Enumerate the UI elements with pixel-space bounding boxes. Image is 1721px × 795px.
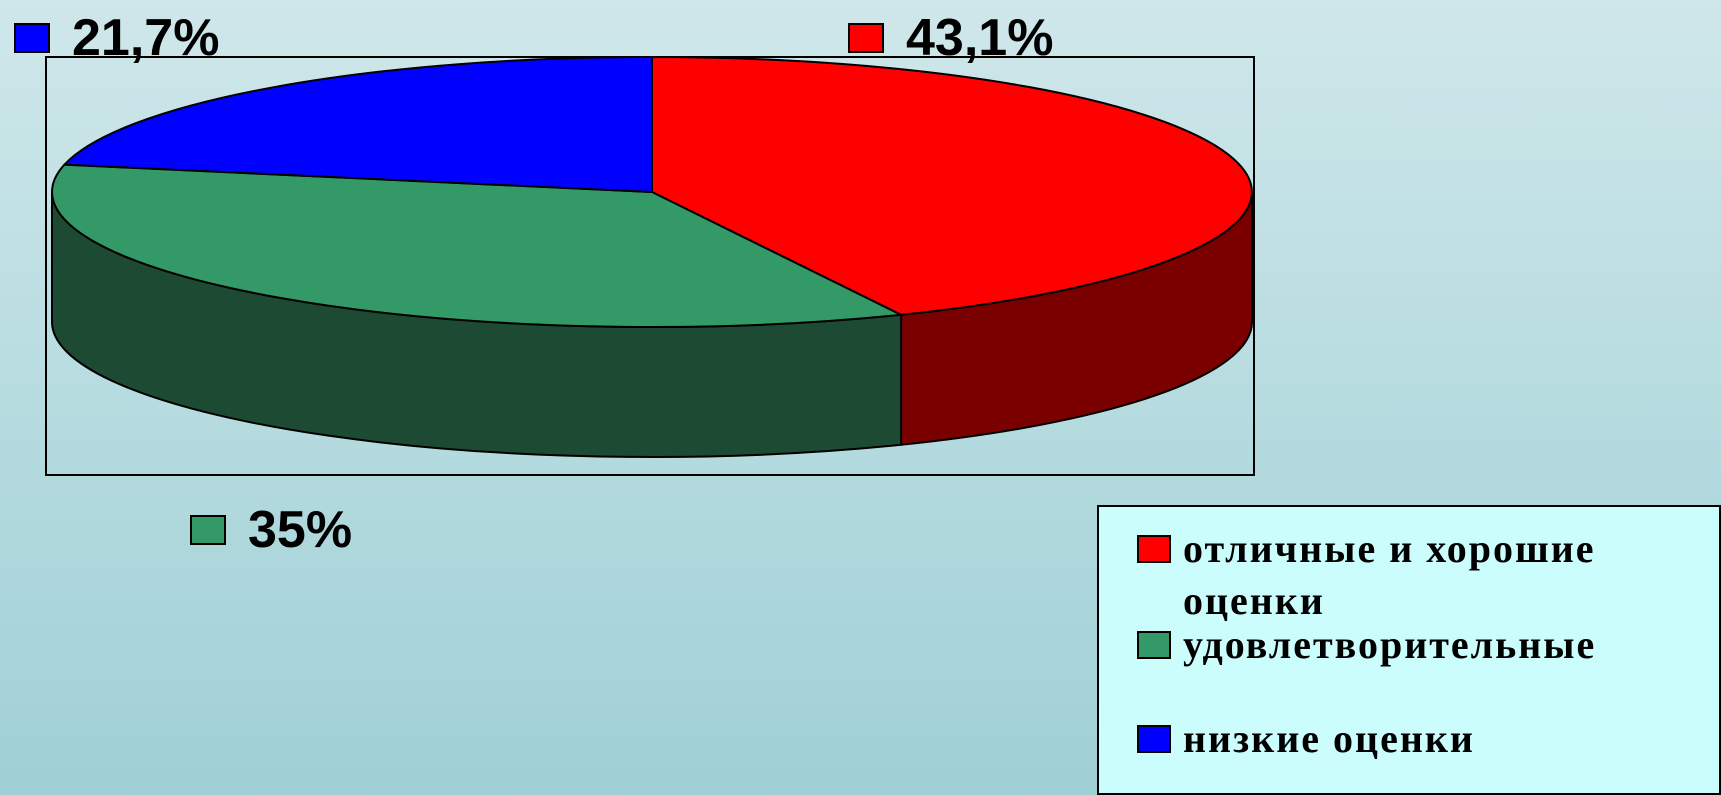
data-label-satisfactory: 35%	[190, 504, 352, 556]
pie-slice-good	[651, 55, 1253, 316]
data-label-good: 43,1%	[848, 12, 1053, 64]
data-label-good-swatch	[848, 23, 884, 53]
data-label-low: 21,7%	[14, 12, 219, 64]
data-label-satisfactory-value: 35%	[248, 501, 353, 559]
pie-slice-satisfactory	[51, 163, 905, 328]
data-label-low-value: 21,7%	[72, 9, 220, 67]
legend-swatch-satisfactory	[1137, 631, 1171, 659]
pie-slice-low	[62, 55, 653, 194]
legend: отличные и хорошие оценки удовлетворител…	[1097, 505, 1721, 795]
legend-item-satisfactory: удовлетворительные	[1137, 619, 1703, 671]
data-label-good-value: 43,1%	[906, 9, 1054, 67]
legend-label-satisfactory: удовлетворительные	[1183, 622, 1597, 667]
legend-item-good: отличные и хорошие оценки	[1137, 523, 1703, 627]
legend-item-low: низкие оценки	[1137, 713, 1703, 765]
data-label-low-swatch	[14, 23, 50, 53]
data-label-satisfactory-swatch	[190, 515, 226, 545]
legend-label-good: отличные и хорошие оценки	[1183, 526, 1596, 623]
legend-swatch-good	[1137, 535, 1171, 563]
legend-swatch-low	[1137, 725, 1171, 753]
legend-label-low: низкие оценки	[1183, 716, 1475, 761]
